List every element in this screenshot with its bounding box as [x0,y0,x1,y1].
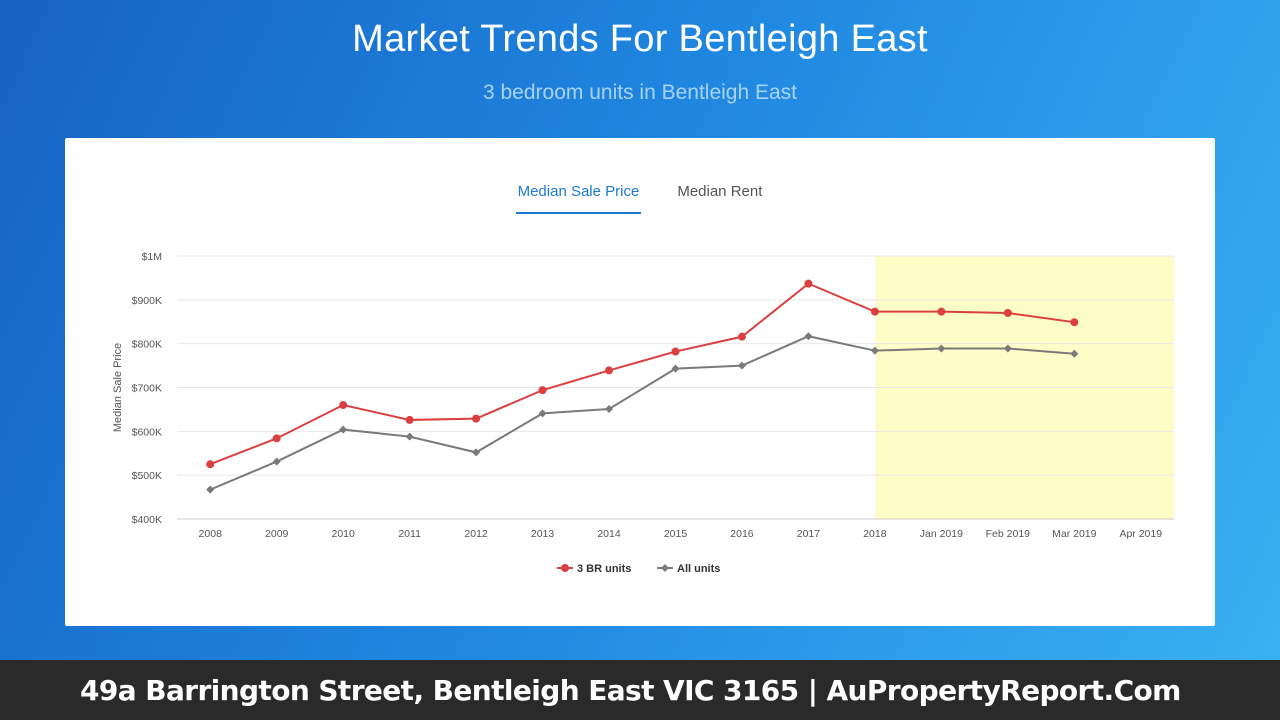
data-point [804,279,813,288]
data-point [671,347,680,356]
tab-median-rent[interactable]: Median Rent [677,183,763,200]
footer-bar: 49a Barrington Street, Bentleigh East VI… [0,660,1280,720]
data-point [870,307,879,316]
data-point [605,404,614,413]
data-point [1003,344,1012,353]
data-point [538,386,547,395]
y-tick-label: $600K [132,426,162,438]
data-point [1003,308,1012,317]
y-tick-label: $800K [132,339,162,351]
legend-label: All units [677,563,720,575]
x-tick-label: Feb 2019 [986,528,1031,540]
x-tick-label: Apr 2019 [1119,528,1162,540]
data-point [272,457,281,466]
y-axis-title: Median Sale Price [112,343,124,432]
data-point [937,307,946,316]
x-tick-label: 2008 [199,528,223,540]
y-tick-label: $900K [132,295,162,307]
data-point [206,485,215,494]
y-tick-label: $700K [132,383,162,395]
legend-label: 3 BR units [577,563,631,575]
data-point [538,409,547,418]
data-point [405,432,414,441]
data-point [605,366,614,375]
series-line-all-units [209,335,1075,491]
data-point [405,415,414,424]
x-tick-label: 2011 [398,528,421,540]
data-point [937,344,946,353]
chart-tabs: Median Sale Price Median Rent [65,183,1215,214]
x-tick-label: 2009 [265,528,289,540]
series-line-3-br-units [209,282,1075,466]
data-point [1070,318,1079,327]
data-point [472,414,481,423]
y-tick-label: $500K [132,470,162,482]
tab-median-sale-price[interactable]: Median Sale Price [515,183,642,214]
data-point [339,401,348,410]
x-tick-label: 2016 [730,528,754,540]
x-tick-label: 2013 [531,528,555,540]
data-point [804,332,813,341]
x-tick-label: Mar 2019 [1052,528,1097,540]
footer-address: 49a Barrington Street, Bentleigh East VI… [80,674,1181,707]
chart-card: Median Sale Price Median Rent $1M $900K $8… [65,138,1215,626]
x-tick-label: 2012 [464,528,488,540]
legend-marker [661,564,669,572]
x-tick-label: 2014 [597,528,621,540]
page-title: Market Trends For Bentleigh East [352,18,928,60]
data-point [472,448,481,457]
data-point [339,425,348,434]
data-point [1070,349,1079,358]
x-tick-label: 2010 [331,528,355,540]
data-point [671,364,680,373]
legend-marker [561,564,569,572]
x-tick-label: 2017 [797,528,821,540]
x-tick-label: Jan 2019 [920,528,963,540]
x-tick-label: 2018 [863,528,887,540]
x-tick-label: 2015 [664,528,688,540]
data-point [870,346,879,355]
y-tick-label: $1M [142,251,162,263]
line-chart: $1M $900K $800K $700K $600K $500K $400K 2008 200… [112,251,1174,575]
page-subtitle: 3 bedroom units in Bentleigh East [482,81,798,104]
y-tick-label: $400K [132,514,162,526]
data-point [737,332,746,341]
data-point [737,361,746,370]
data-point [272,434,281,443]
data-point [206,460,215,469]
